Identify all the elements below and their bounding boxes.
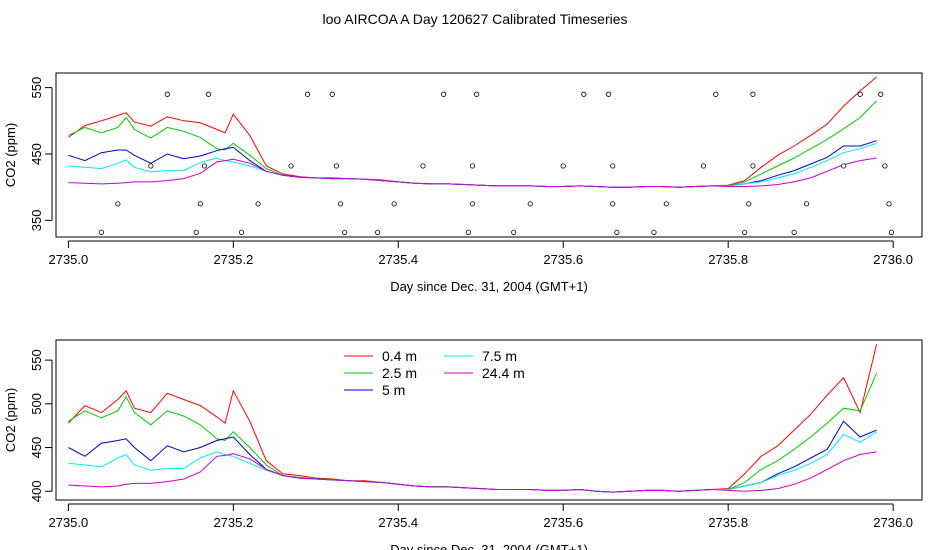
- scatter-point: [878, 91, 884, 97]
- scatter-point: [201, 163, 208, 169]
- x-tick-label: 2735.8: [708, 252, 748, 267]
- scatter-point: [238, 229, 245, 235]
- x-tick-label: 2735.0: [48, 515, 88, 530]
- legend-label: 2.5 m: [382, 365, 417, 381]
- series-line-5: [68, 451, 877, 493]
- x-tick-label: 2736.0: [873, 252, 913, 267]
- scatter-point: [420, 163, 426, 169]
- x-tick-label: 2735.8: [708, 515, 748, 530]
- legend-label: 0.4 m: [382, 348, 417, 364]
- scatter-point: [164, 91, 170, 97]
- scatter-point: [610, 163, 616, 169]
- y-tick-label: 500: [29, 393, 44, 415]
- scatter-point: [857, 91, 863, 97]
- scatter-point: [469, 163, 476, 169]
- scatter-point: [337, 201, 344, 207]
- scatter-point: [750, 91, 756, 97]
- scatter-point: [663, 201, 669, 207]
- x-axis-label: Day since Dec. 31, 2004 (GMT+1): [390, 279, 588, 294]
- scatter-point: [193, 229, 199, 235]
- y-tick-label: 350: [29, 210, 44, 232]
- series-line-2: [68, 100, 877, 188]
- scatter-point: [391, 201, 397, 207]
- scatter-point: [304, 91, 311, 97]
- x-tick-label: 2735.2: [213, 515, 253, 530]
- scatter-point: [614, 229, 620, 235]
- scatter-point: [742, 229, 748, 235]
- x-axis-label: Day since Dec. 31, 2004 (GMT+1): [390, 542, 588, 550]
- y-tick-label: 550: [29, 349, 44, 371]
- scatter-point: [713, 91, 719, 97]
- scatter-point: [288, 163, 294, 169]
- x-tick-label: 2735.2: [213, 252, 253, 267]
- scatter-point: [375, 229, 381, 235]
- scatter-point: [474, 91, 480, 97]
- scatter-point: [886, 201, 892, 207]
- series-line-3: [68, 420, 877, 493]
- x-tick-label: 2735.4: [378, 515, 418, 530]
- series-line-5: [68, 157, 877, 188]
- y-tick-label: 450: [29, 437, 44, 459]
- scatter-point: [148, 163, 154, 169]
- scatter-point: [333, 163, 340, 169]
- x-tick-label: 2735.6: [543, 252, 583, 267]
- y-axis-label: CO2 (ppm): [3, 123, 18, 187]
- scatter-point: [560, 163, 566, 169]
- scatter-point: [469, 201, 476, 207]
- scatter-point: [465, 229, 471, 235]
- scatter-point: [441, 91, 447, 97]
- scatter-point: [791, 229, 797, 235]
- x-tick-label: 2735.6: [543, 515, 583, 530]
- scatter-point: [511, 229, 517, 235]
- scatter-point: [746, 201, 752, 207]
- chart-title: loo AIRCOA A Day 120627 Calibrated Times…: [322, 11, 628, 27]
- scatter-point: [115, 201, 121, 207]
- scatter-point: [803, 201, 810, 207]
- y-tick-label: 550: [29, 77, 44, 99]
- series-line-2: [68, 372, 878, 493]
- scatter-point: [651, 229, 657, 235]
- y-axis-label: CO2 (ppm): [3, 388, 18, 452]
- scatter-point: [750, 163, 756, 169]
- scatter-point: [255, 201, 261, 207]
- y-tick-label: 450: [29, 143, 44, 165]
- scatter-point: [700, 163, 707, 169]
- y-tick-label: 400: [29, 480, 44, 502]
- scatter-point: [605, 91, 612, 97]
- legend-label: 7.5 m: [482, 348, 517, 364]
- scatter-point: [197, 201, 203, 207]
- x-tick-label: 2736.0: [873, 515, 913, 530]
- scatter-point: [882, 163, 888, 169]
- scatter-point: [610, 201, 616, 207]
- x-tick-label: 2735.4: [378, 252, 418, 267]
- scatter-point: [342, 229, 348, 235]
- scatter-point: [527, 201, 533, 207]
- series-line-1: [68, 344, 878, 493]
- plot-frame-2: [55, 339, 923, 501]
- scatter-point: [841, 163, 847, 169]
- scatter-point: [581, 91, 587, 97]
- scatter-point: [205, 91, 212, 97]
- legend-label: 24.4 m: [482, 365, 525, 381]
- legend-label: 5 m: [382, 382, 405, 398]
- scatter-point: [98, 229, 104, 235]
- scatter-point: [888, 229, 895, 235]
- plot-frame-1: [55, 72, 923, 238]
- scatter-point: [329, 91, 335, 97]
- x-tick-label: 2735.0: [48, 252, 88, 267]
